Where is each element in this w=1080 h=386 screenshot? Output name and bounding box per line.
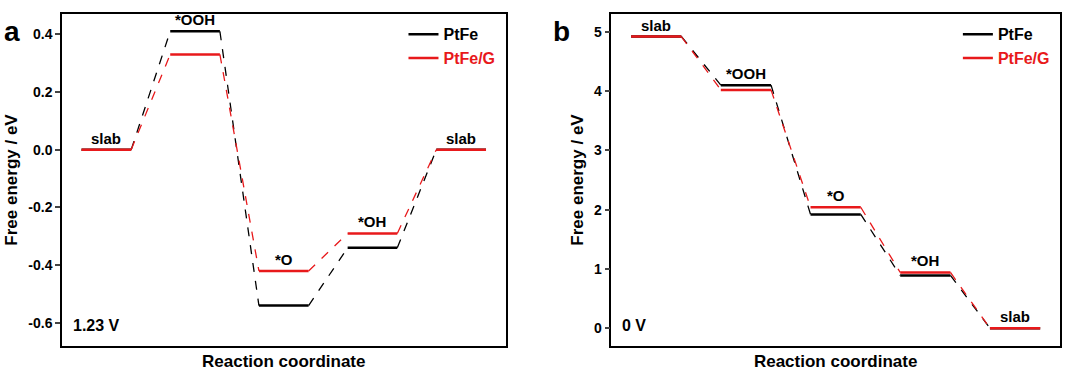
svg-text:1.23 V: 1.23 V — [73, 317, 120, 334]
svg-text:Reaction coordinate: Reaction coordinate — [202, 352, 365, 371]
svg-text:b: b — [553, 16, 570, 47]
svg-text:-0.2: -0.2 — [28, 199, 52, 215]
svg-text:*OH: *OH — [911, 252, 939, 269]
svg-text:*O: *O — [827, 187, 845, 204]
svg-text:0.4: 0.4 — [33, 26, 53, 42]
svg-text:4: 4 — [594, 83, 602, 99]
svg-text:-0.6: -0.6 — [28, 315, 52, 331]
svg-text:slab: slab — [641, 17, 671, 34]
svg-text:PtFe/G: PtFe/G — [443, 50, 495, 67]
svg-text:slab: slab — [1000, 308, 1030, 325]
svg-text:2: 2 — [594, 202, 602, 218]
svg-text:*OOH: *OOH — [175, 11, 215, 28]
svg-text:slab: slab — [91, 130, 121, 147]
svg-text:-0.4: -0.4 — [28, 257, 52, 273]
svg-text:PtFe: PtFe — [998, 26, 1033, 43]
svg-text:0.2: 0.2 — [33, 84, 53, 100]
svg-text:a: a — [4, 16, 20, 47]
svg-text:*O: *O — [275, 251, 293, 268]
svg-text:*OOH: *OOH — [726, 65, 766, 82]
svg-text:0.0: 0.0 — [33, 142, 53, 158]
svg-text:3: 3 — [594, 142, 602, 158]
svg-text:slab: slab — [446, 130, 476, 147]
svg-text:1: 1 — [594, 261, 602, 277]
svg-text:0 V: 0 V — [622, 317, 646, 334]
svg-text:*OH: *OH — [358, 213, 386, 230]
svg-text:Free energy / eV: Free energy / eV — [2, 114, 21, 246]
svg-text:Reaction coordinate: Reaction coordinate — [754, 352, 917, 371]
svg-text:0: 0 — [594, 320, 602, 336]
svg-text:PtFe/G: PtFe/G — [998, 50, 1050, 67]
svg-text:5: 5 — [594, 24, 602, 40]
svg-text:Free energy / eV: Free energy / eV — [568, 114, 587, 246]
svg-text:PtFe: PtFe — [443, 26, 478, 43]
